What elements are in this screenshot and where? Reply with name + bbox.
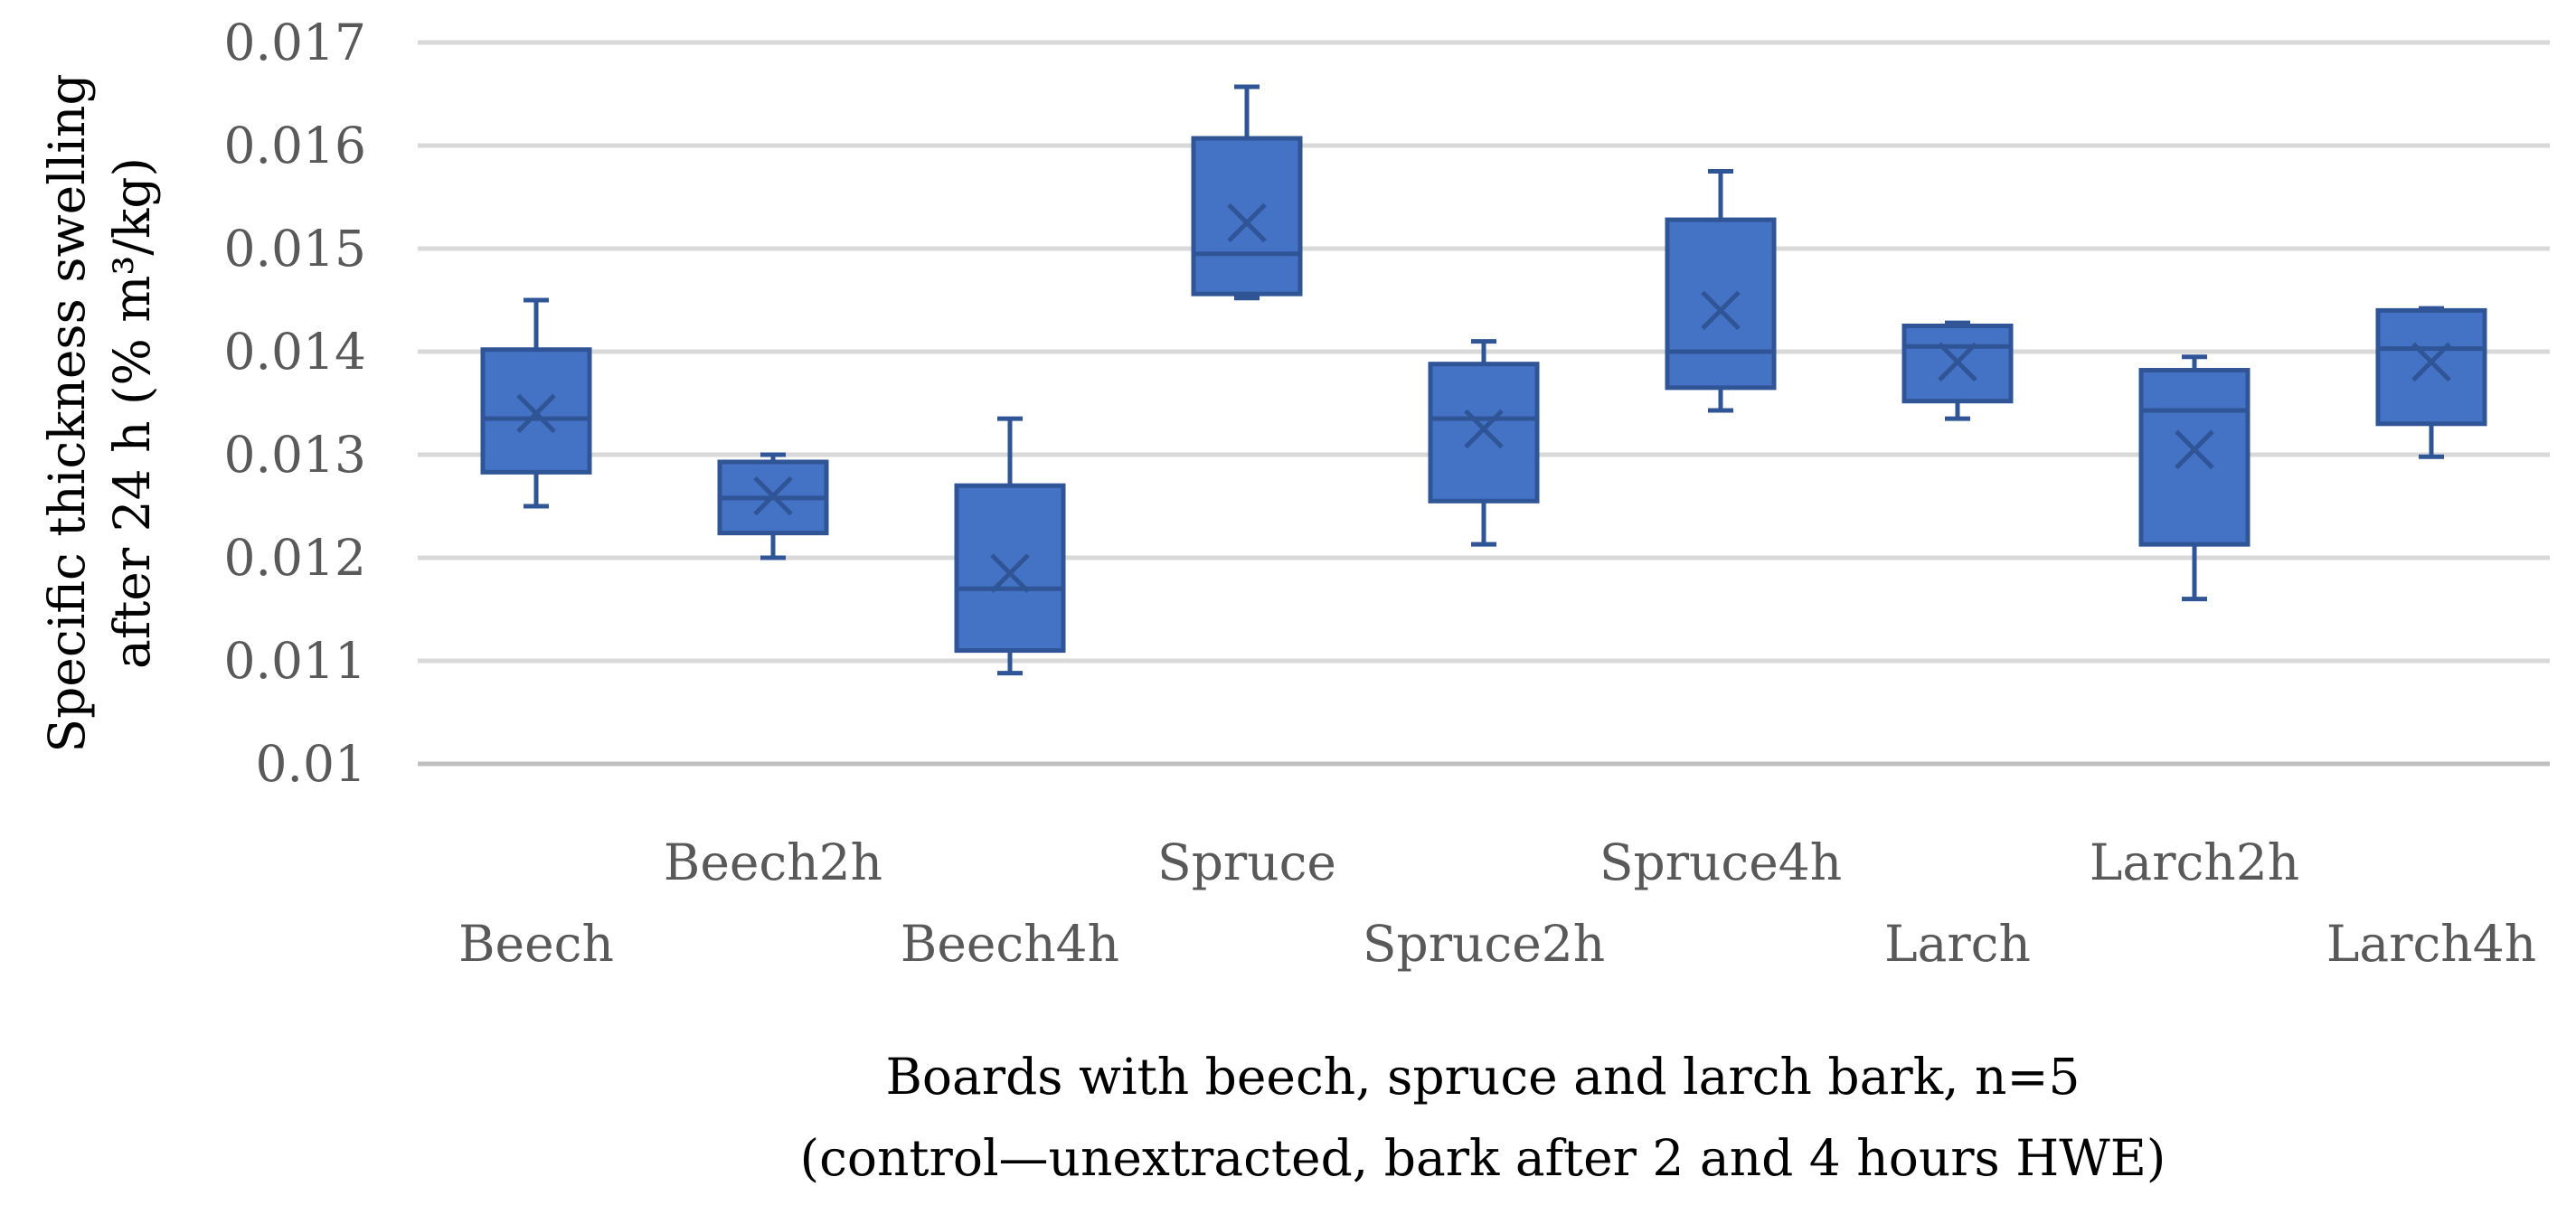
box-iqr [2138, 368, 2250, 547]
box-iqr [954, 483, 1066, 654]
y-tick-label: 0.011 [224, 632, 366, 690]
x-tick-label: Beech [458, 915, 614, 973]
x-tick-label: Larch [1884, 915, 2031, 973]
y-tick-labels: 0.01 0.011 0.012 0.013 0.014 0.015 0.016 0.017 [224, 14, 366, 793]
box-iqr [1665, 217, 1777, 391]
mean-marker [1938, 342, 1977, 382]
y-tick-label: 0.017 [224, 14, 366, 71]
boxes-group [480, 84, 2487, 676]
y-tick-label: 0.012 [224, 529, 366, 587]
mean-marker [990, 553, 1030, 593]
box-iqr [1191, 136, 1303, 297]
y-tick-label: 0.015 [224, 220, 366, 278]
x-tick-label: Larch4h [2326, 915, 2536, 973]
box-beech2h [717, 452, 829, 560]
x-tick-label: Spruce4h [1599, 833, 1842, 891]
x-tick-label: Beech4h [901, 915, 1119, 973]
box-larch4h [2375, 306, 2487, 459]
box-larch [1901, 320, 2014, 421]
x-tick-label: Spruce2h [1363, 915, 1605, 973]
box-larch2h [2138, 354, 2250, 602]
box-spruce2h [1428, 339, 1540, 547]
y-tick-label: 0.016 [224, 117, 366, 174]
x-axis-title-line1: Boards with beech, spruce and larch bark… [885, 1048, 2080, 1106]
y-axis-title-line2: after 24 h (% m³/kg) [103, 157, 161, 669]
x-tick-label: Beech2h [664, 833, 882, 891]
x-tick-label: Spruce [1157, 833, 1336, 891]
x-axis-title-line2: (control—unextracted, bark after 2 and 4… [800, 1129, 2166, 1187]
y-tick-label: 0.013 [224, 426, 366, 484]
mean-marker [1464, 409, 1504, 449]
box-beech [480, 297, 592, 509]
x-tick-labels: Beech Beech2h Beech4h Spruce Spruce2h Spruce4… [458, 833, 2536, 973]
y-tick-label: 0.014 [224, 323, 366, 381]
mean-marker [1227, 202, 1267, 243]
mean-marker [2411, 342, 2451, 382]
box-iqr [1428, 362, 1540, 504]
mean-marker [2175, 429, 2214, 470]
x-tick-label: Larch2h [2090, 833, 2299, 891]
box-spruce [1191, 84, 1303, 301]
y-tick-label: 0.01 [256, 735, 366, 793]
box-spruce4h [1665, 169, 1777, 413]
mean-marker [516, 393, 556, 434]
box-iqr [2375, 307, 2487, 427]
box-beech4h [954, 416, 1066, 676]
mean-marker [753, 475, 793, 516]
mean-marker [1701, 290, 1741, 331]
y-axis-title-line1: Specific thickness swelling [38, 73, 96, 752]
